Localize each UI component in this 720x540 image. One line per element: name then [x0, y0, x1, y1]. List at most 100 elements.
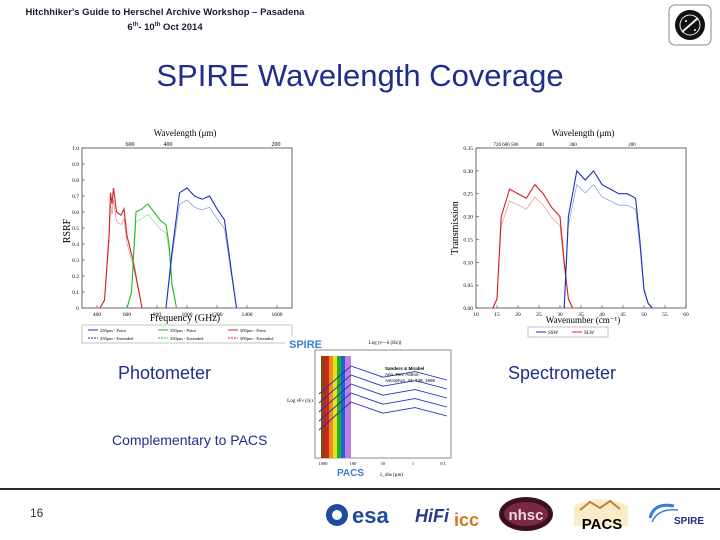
series-line-250μm — [165, 187, 238, 309]
hifi-logo: HiFi — [412, 498, 454, 532]
x-tick-label: 45 — [620, 312, 626, 318]
workshop-title: Hitchhiker's Guide to Herschel Archive W… — [25, 7, 305, 18]
x-tick-label: 55 — [662, 312, 668, 318]
annotation-line: Ann. Rev. Astron. — [385, 372, 420, 377]
spire-logo: SPIRE — [644, 498, 714, 532]
legend-box — [81, 324, 293, 344]
legend-entry: 500μm - Extended — [240, 336, 274, 341]
y-ticks: 0 0.1 0.2 0.3 0.4 0.5 0.6 0.7 0.8 0.9 1.0 — [72, 146, 85, 312]
sed-curve — [318, 365, 448, 395]
legend: 250μm - Point 350μm - Point 500μm - Point 2… — [88, 328, 274, 341]
series-line-SLW — [492, 183, 574, 309]
pacs-band-label: PACS — [337, 468, 364, 479]
chart-top-axis-label: Wavelength (μm) — [552, 128, 615, 138]
x-axis-label: Frequency (GHz) — [150, 313, 220, 324]
top-tick: 300 — [569, 143, 577, 148]
x-tick-label: 0.1 — [440, 461, 446, 466]
spire-text: SPIRE — [674, 516, 704, 527]
y-tick-label: 0.25 — [463, 192, 473, 198]
pacs-text: PACS — [582, 516, 623, 533]
series-line-extended-SSW — [563, 183, 653, 309]
y-tick-label: 0 — [76, 306, 79, 312]
x-tick-label: 600 — [123, 312, 132, 318]
plot-frame — [314, 349, 452, 459]
pacs-logo-icon: PACS — [574, 499, 628, 533]
top-tick: 400 — [164, 142, 173, 148]
top-tick: 720 600 500 — [494, 143, 520, 148]
photometer-label: Photometer — [118, 363, 212, 383]
x-tick-label: 1600 — [272, 312, 283, 318]
annotation-line: Sanders & Mirabel — [385, 366, 424, 371]
x-tick-label: 800 — [153, 312, 162, 318]
y-tick-label: 0.15 — [463, 237, 473, 243]
sed-curve — [318, 392, 448, 422]
hifi-logo-icon: HiFi — [412, 500, 454, 530]
x-tick-label: 10 — [381, 461, 386, 466]
top-axis-label: Log (ν—δ (Hz)) — [369, 341, 402, 346]
sed-curve — [318, 401, 448, 431]
photometer-chart: Wavelength (μm) 600 400 200 RSRF 0 0.1 0.2… — [60, 125, 310, 350]
x-tick-label: 40 — [599, 312, 605, 318]
y-tick-label: 0.30 — [463, 169, 473, 175]
chart-top-axis-label: Wavelength (μm) — [154, 128, 217, 138]
spectrometer-chart: Wavelength (μm) 720 600 500 400 300 200 … — [448, 125, 698, 340]
y-axis-label: Transmission — [450, 201, 461, 255]
x-axis-label: Wavenumber (cm⁻¹) — [546, 315, 620, 325]
hifi-text: HiFi — [415, 506, 450, 526]
y-tick-label: 0.1 — [72, 290, 79, 296]
x-axis-label: λ_obs (μm) — [380, 473, 403, 478]
x-tick-label: 1400 — [242, 312, 253, 318]
y-tick-label: 0.7 — [72, 194, 79, 200]
legend-entry: 250μm - Point — [100, 328, 127, 333]
pacs-logo: PACS — [566, 496, 636, 534]
legend-entry: 500μm - Point — [240, 328, 267, 333]
legend-entry: 250μm - Extended — [100, 336, 134, 341]
y-tick-label: 0.10 — [463, 260, 473, 266]
footer-divider — [0, 488, 720, 490]
x-tick-label: 1000 — [319, 461, 329, 466]
x-tick-label: 30 — [557, 312, 563, 318]
x-tick-label: 60 — [683, 312, 689, 318]
series-line-extended-350μm — [126, 213, 177, 309]
top-ticks: 720 600 500 400 300 200 — [494, 143, 637, 148]
legend-entry: 350μm - Extended — [170, 336, 204, 341]
icc-logo: icc — [452, 506, 492, 532]
nhsc-logo-icon: nhsc — [499, 497, 553, 531]
y-axis-label: RSRF — [62, 218, 73, 243]
annotation: Sanders & Mirabel Ann. Rev. Astron. Astr… — [385, 366, 436, 383]
series-lines — [99, 187, 238, 309]
sed-curve — [318, 374, 448, 404]
slide-title: SPIRE Wavelength Coverage — [156, 58, 564, 93]
annotation-line: Astrophys. 34, 749, 1996 — [385, 378, 436, 383]
legend-entry: 350μm - Point — [170, 328, 197, 333]
y-ticks: 0.00 0.05 0.10 0.15 0.20 0.25 0.30 0.35 — [463, 146, 479, 312]
x-tick-label: 100 — [350, 461, 358, 466]
y-tick-label: 0.3 — [72, 258, 79, 264]
x-tick-label: 400 — [93, 312, 102, 318]
icc-logo-icon: icc — [454, 510, 479, 530]
top-ticks: 600 400 200 — [126, 142, 281, 148]
nhsc-logo: nhsc — [498, 496, 554, 532]
legend-box — [527, 326, 609, 338]
y-tick-label: 0.6 — [72, 210, 79, 216]
x-ticks: 1000 100 10 1 0.1 — [319, 461, 446, 466]
y-tick-label: 0.9 — [72, 162, 79, 168]
top-tick: 600 — [126, 142, 135, 148]
top-tick: 200 — [628, 143, 636, 148]
esa-logo: esa — [322, 498, 400, 532]
series-lines — [492, 169, 653, 309]
spectrometer-label: Spectrometer — [508, 363, 617, 383]
legend-entry: SSW — [548, 331, 559, 336]
esa-text: esa — [352, 503, 389, 528]
y-tick-label: 0.35 — [463, 146, 473, 152]
y-tick-label: 0.2 — [72, 274, 79, 280]
workshop-header: Hitchhiker's Guide to Herschel Archive W… — [0, 6, 330, 34]
x-ticks: 10 15 20 25 30 35 40 45 50 55 60 — [473, 305, 689, 318]
x-tick-label: 10 — [473, 312, 479, 318]
series-line-350μm — [126, 203, 178, 309]
spire-logo-icon: SPIRE — [648, 503, 704, 527]
x-tick-label: 1000 — [182, 312, 193, 318]
series-line-extended-SLW — [492, 196, 573, 309]
y-tick-label: 0.00 — [463, 306, 473, 312]
top-tick: 200 — [272, 142, 281, 148]
